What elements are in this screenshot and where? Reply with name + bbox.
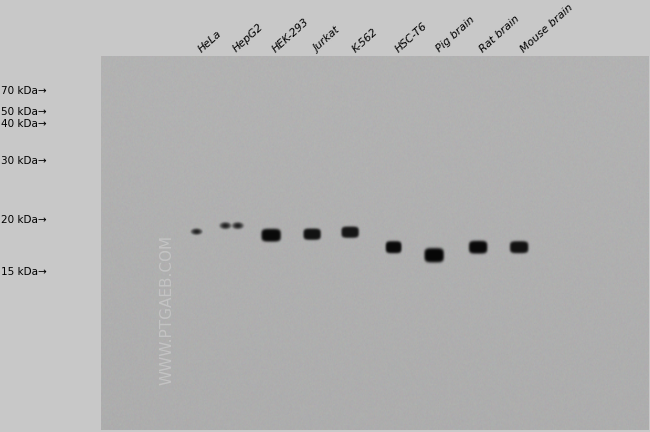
Text: Rat brain: Rat brain	[478, 13, 521, 54]
Text: HEK-293: HEK-293	[270, 16, 311, 54]
Text: HSC-T6: HSC-T6	[393, 20, 429, 54]
Text: K-562: K-562	[350, 26, 380, 54]
Text: WWW.PTGAEB.COM: WWW.PTGAEB.COM	[159, 235, 174, 385]
Text: Mouse brain: Mouse brain	[518, 2, 575, 54]
Text: Pig brain: Pig brain	[434, 15, 476, 54]
Text: 50 kDa→: 50 kDa→	[1, 107, 46, 118]
Text: Jurkat: Jurkat	[312, 25, 342, 54]
Text: HeLa: HeLa	[197, 28, 224, 54]
Text: 20 kDa→: 20 kDa→	[1, 215, 46, 226]
Text: 15 kDa→: 15 kDa→	[1, 267, 46, 277]
Text: 70 kDa→: 70 kDa→	[1, 86, 46, 96]
Text: HepG2: HepG2	[231, 22, 265, 54]
Text: 40 kDa→: 40 kDa→	[1, 119, 46, 130]
Text: 30 kDa→: 30 kDa→	[1, 156, 46, 166]
